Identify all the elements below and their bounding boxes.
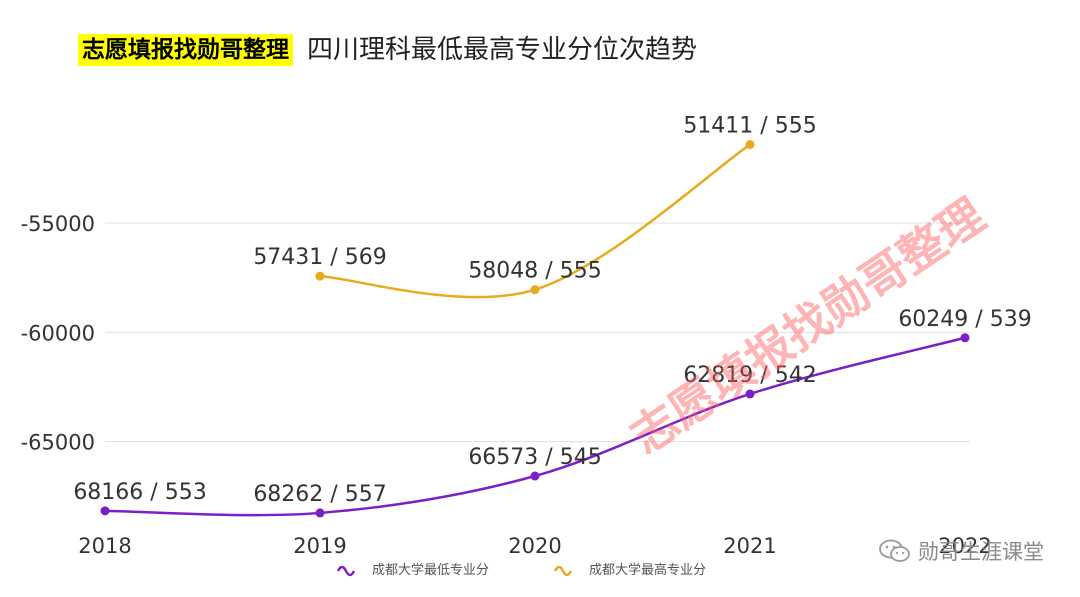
data-label: 68166 / 553 — [73, 480, 206, 505]
data-point — [530, 285, 540, 295]
data-point — [530, 471, 540, 481]
data-label: 60249 / 539 — [898, 307, 1031, 332]
chart-title: 四川理科最低最高专业分位次趋势 — [307, 35, 698, 65]
y-tick-label: -55000 — [21, 212, 95, 236]
chart-header: 志愿填报找勋哥整理 四川理科最低最高专业分位次趋势 — [78, 34, 697, 66]
legend-swatch — [553, 565, 573, 577]
data-point — [100, 506, 110, 516]
legend-swatch — [336, 565, 356, 577]
y-tick-label: -60000 — [21, 321, 95, 345]
x-tick-label: 2021 — [723, 534, 776, 558]
data-label: 68262 / 557 — [253, 482, 386, 507]
data-label: 51411 / 555 — [683, 114, 816, 139]
data-point — [745, 140, 755, 150]
x-tick-label: 2018 — [78, 534, 131, 558]
wechat-icon — [879, 539, 910, 562]
source-tag: 志愿填报找勋哥整理 — [78, 34, 293, 66]
series-line-min — [104, 336, 966, 517]
data-point — [315, 508, 325, 518]
data-point — [745, 389, 755, 399]
data-label: 57431 / 569 — [253, 245, 386, 270]
x-tick-label: 2020 — [508, 534, 561, 558]
x-tick-label: 2022 — [938, 534, 991, 558]
x-tick-label: 2019 — [293, 534, 346, 558]
legend-label: 成都大学最低专业分 — [372, 562, 489, 578]
data-label: 58048 / 555 — [468, 259, 601, 284]
data-point — [315, 271, 325, 281]
data-point — [960, 333, 970, 343]
brand-name: 勋哥生涯课堂 — [918, 540, 1044, 564]
data-label: 66573 / 545 — [468, 445, 601, 470]
y-tick-label: -65000 — [21, 431, 95, 455]
brand-watermark: 勋哥生涯课堂 — [878, 536, 1044, 566]
data-label: 62819 / 542 — [683, 363, 816, 388]
legend-label: 成都大学最高专业分 — [589, 562, 706, 578]
